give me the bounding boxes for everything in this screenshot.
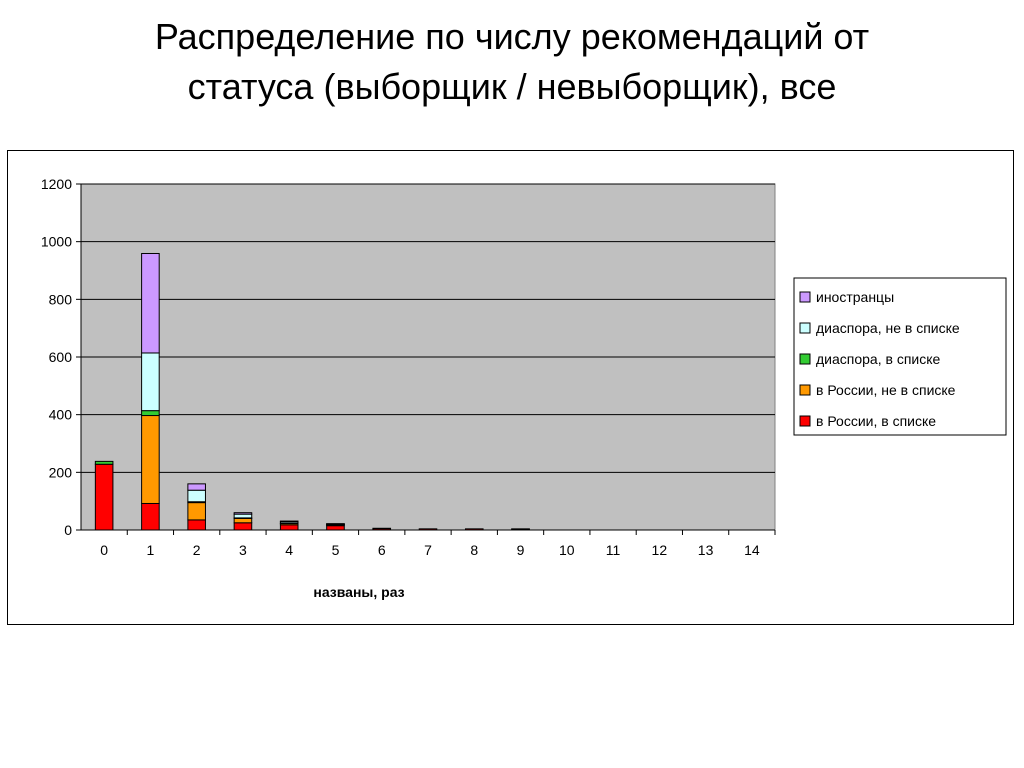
bar-3-series-4 <box>233 512 253 515</box>
bar-8-series-0 <box>464 528 484 531</box>
y-tick-label: 800 <box>49 291 73 307</box>
x-tick-label: 13 <box>698 542 714 558</box>
bar-4-series-0 <box>279 524 299 531</box>
bar-2-series-1 <box>187 502 206 521</box>
legend-box <box>793 277 1007 436</box>
x-tick-label: 4 <box>285 542 293 558</box>
x-tick-label: 6 <box>378 542 386 558</box>
x-tick-label: 10 <box>559 542 575 558</box>
bar-2-series-4 <box>187 483 206 491</box>
bar-2-series-3 <box>187 489 206 503</box>
legend-label-1: в России, не в списке <box>816 382 956 398</box>
bar-1-series-2 <box>141 410 160 417</box>
title-line-1: Распределение по числу рекомендаций от <box>154 16 870 57</box>
bar-3-series-1 <box>233 517 253 524</box>
bar-1-series-3 <box>141 352 160 412</box>
y-tick-label: 600 <box>49 349 73 365</box>
bar-6-series-3 <box>372 527 392 530</box>
bar-3-series-0 <box>233 522 253 531</box>
legend-swatch-1 <box>799 384 811 396</box>
legend-swatch-3 <box>799 322 811 334</box>
x-tick-label: 9 <box>517 542 525 558</box>
y-tick-label: 1200 <box>41 176 72 192</box>
bar-0-series-2 <box>94 460 114 465</box>
y-tick-label: 400 <box>49 407 73 423</box>
y-tick-label: 1000 <box>41 234 72 250</box>
bar-0-series-0 <box>94 463 114 531</box>
x-tick-label: 0 <box>100 542 108 558</box>
legend-label-2: диаспора, в списке <box>816 351 941 367</box>
slide-title: Распределение по числу рекомендаций от с… <box>0 12 1024 112</box>
legend-label-4: иностранцы <box>816 289 894 305</box>
x-tick-label: 11 <box>606 542 621 558</box>
bar-3-series-3 <box>233 513 253 519</box>
bar-5-series-0 <box>326 525 345 531</box>
x-axis-title: названы, раз <box>313 584 404 600</box>
bar-9-series-3 <box>511 528 530 530</box>
bar-7-series-0 <box>418 528 438 531</box>
bar-2-series-0 <box>187 519 206 531</box>
legend-swatch-4 <box>799 291 811 303</box>
x-tick-label: 2 <box>193 542 201 558</box>
x-tick-label: 14 <box>744 542 760 558</box>
y-tick-label: 200 <box>49 464 73 480</box>
chart-frame: 0 200 400 600 800 1000 1200 0 1 2 3 4 5 6 7 8 9 10 11 12 13 1… <box>7 150 1014 625</box>
bar-5-series-4 <box>326 523 345 525</box>
legend-label-3: диаспора, не в списке <box>816 320 960 336</box>
bar-4-series-4 <box>279 520 299 523</box>
bar-1-series-4 <box>141 252 160 354</box>
legend-swatch-2 <box>799 353 811 365</box>
y-tick-label: 0 <box>64 522 72 538</box>
x-tick-label: 7 <box>424 542 432 558</box>
x-tick-label: 1 <box>147 542 155 558</box>
title-line-2: статуса (выборщик / невыборщик), все <box>187 66 837 107</box>
legend-label-0: в России, в списке <box>816 413 936 429</box>
bar-1-series-0 <box>141 502 160 531</box>
legend-swatch-0 <box>799 415 811 427</box>
x-tick-label: 3 <box>239 542 247 558</box>
x-tick-label: 5 <box>332 542 340 558</box>
x-tick-label: 8 <box>470 542 478 558</box>
bar-1-series-1 <box>141 415 160 504</box>
x-tick-label: 12 <box>652 542 668 558</box>
